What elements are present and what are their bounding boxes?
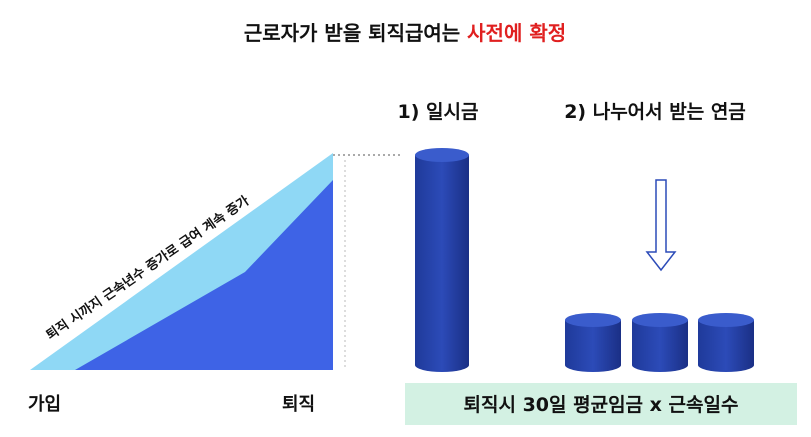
title-highlight: 사전에 확정 [467,21,566,45]
lump-sum-label: 1) 일시금 [398,101,479,123]
title: 근로자가 받을 퇴직급여는 사전에 확정 [244,21,566,45]
salary-area [75,180,333,370]
lump-cylinder [415,148,469,372]
start-label: 가입 [28,393,61,415]
formula-text: 퇴직시 30일 평균임금 x 근속일수 [464,394,739,416]
end-label: 퇴직 [282,394,315,415]
title-main: 근로자가 받을 퇴직급여는 [244,21,460,45]
formula-box [405,383,797,425]
annuity-cylinders [565,313,754,372]
down-arrow [645,179,677,272]
annuity-label: 2) 나누어서 받는 연금 [564,101,746,123]
